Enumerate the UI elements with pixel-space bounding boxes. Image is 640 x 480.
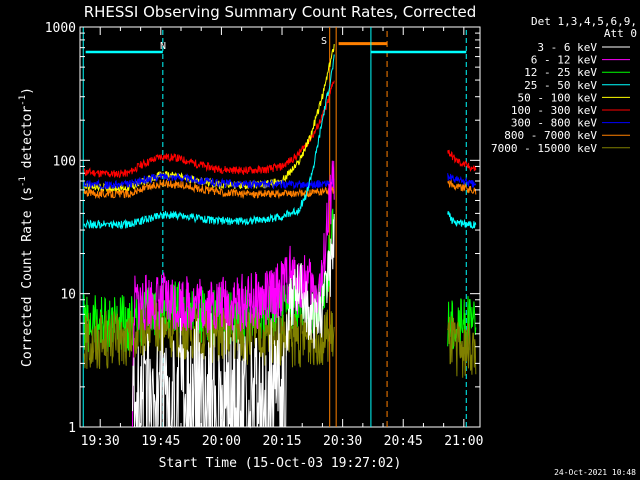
legend-label-1: 6 - 12 keV <box>531 54 598 67</box>
timestamp: 24-Oct-2021 10:48 <box>554 468 636 477</box>
plot-frame <box>79 26 481 428</box>
x-tick-label-1: 19:45 <box>141 434 180 449</box>
series-line-4 <box>83 54 477 230</box>
series-line-2 <box>83 172 477 191</box>
x-tick-label-4: 20:30 <box>323 434 362 449</box>
x-tick-label-0: 19:30 <box>81 434 120 449</box>
legend-label-4: 50 - 100 keV <box>518 91 598 104</box>
night-label: N <box>160 41 166 52</box>
y-tick-label-2: 100 <box>53 154 76 169</box>
legend-label-3: 25 - 50 keV <box>524 79 597 92</box>
x-axis-label: Start Time (15-Oct-03 19:27:02) <box>159 456 402 471</box>
x-tick-label-2: 20:00 <box>202 434 241 449</box>
y-tick-label-3: 1000 <box>45 21 76 36</box>
legend-label-5: 100 - 300 keV <box>511 104 597 117</box>
legend-header: Det 1,3,4,5,6,9, <box>531 15 637 28</box>
series-line-7 <box>132 160 335 428</box>
x-tick-label-5: 20:45 <box>384 434 423 449</box>
series-line-8 <box>132 213 335 429</box>
y-tick-label-1: 10 <box>60 288 76 303</box>
legend-attenuator: Att 0 <box>604 27 637 40</box>
legend-label-8: 7000 - 15000 keV <box>491 142 597 155</box>
y-axis-label: Corrected Count Rate (s-1 detector-1) <box>18 87 35 367</box>
x-tick-label-6: 21:00 <box>444 434 483 449</box>
legend-label-6: 300 - 800 keV <box>511 117 597 130</box>
x-tick-label-3: 20:15 <box>262 434 301 449</box>
chart-title: RHESSI Observing Summary Count Rates, Co… <box>84 3 477 21</box>
legend-label-0: 3 - 6 keV <box>537 41 597 54</box>
series-lines <box>83 44 477 429</box>
legend-label-7: 800 - 7000 keV <box>504 129 597 142</box>
series-line-3 <box>83 179 477 200</box>
y-tick-label-0: 1 <box>68 421 76 436</box>
legend-label-2: 12 - 25 keV <box>524 66 597 79</box>
saa-label: S <box>321 36 327 47</box>
series-line-1 <box>83 44 335 194</box>
series-line-0 <box>83 80 477 179</box>
axis-ticks: 19:30 19:45 20:00 20:15 20:30 20:45 21:00 1 10 10… <box>45 21 484 449</box>
